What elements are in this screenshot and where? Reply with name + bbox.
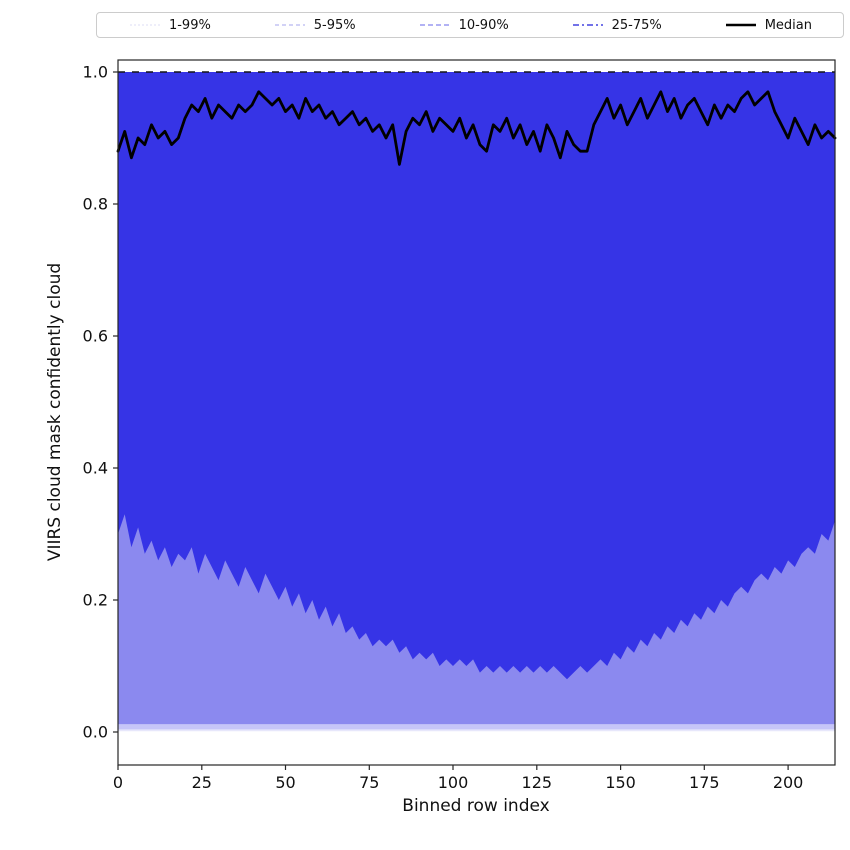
legend-label: 25-75% xyxy=(611,17,662,33)
legend-item-2: 10-90% xyxy=(418,19,509,32)
legend-label: 1-99% xyxy=(168,17,211,33)
legend-label: 5-95% xyxy=(313,17,356,33)
legend-line-sample-icon xyxy=(419,24,450,26)
x-tick-label: 25 xyxy=(192,773,212,792)
y-tick-label: 0.6 xyxy=(83,327,108,346)
legend-item-1: 5-95% xyxy=(273,19,356,32)
y-axis-label: VIIRS cloud mask confidently cloud xyxy=(45,262,65,562)
legend-label: Median xyxy=(764,17,813,33)
x-tick-label: 200 xyxy=(773,773,804,792)
legend-item-0: 1-99% xyxy=(128,19,211,32)
median-line xyxy=(116,90,837,166)
x-tick-label: 75 xyxy=(359,773,379,792)
x-tick-label: 100 xyxy=(438,773,469,792)
x-tick-label: 125 xyxy=(522,773,553,792)
y-tick-label: 0.2 xyxy=(83,591,108,610)
y-tick-label: 1.0 xyxy=(83,63,108,82)
y-tick-label: 0.0 xyxy=(83,723,108,742)
legend-line-sample-icon xyxy=(572,24,603,26)
x-tick-label: 175 xyxy=(689,773,720,792)
legend-label: 10-90% xyxy=(458,17,509,33)
legend-line-sample-icon xyxy=(725,23,756,27)
x-axis-label: Binned row index xyxy=(402,796,550,816)
legend-line-sample-icon xyxy=(274,24,305,26)
axes-spines xyxy=(117,59,836,766)
legend-line-sample-icon xyxy=(129,24,160,26)
x-tick-label: 50 xyxy=(275,773,295,792)
percentile-band-3 xyxy=(118,72,835,680)
y-tick-label: 0.4 xyxy=(83,459,108,478)
x-tick-label: 150 xyxy=(605,773,636,792)
legend-item-3: 25-75% xyxy=(571,19,662,32)
y-tick-label: 0.8 xyxy=(83,195,108,214)
legend-item-4: Median xyxy=(724,19,812,32)
legend: 1-99% 5-95% 10-90% 25-75% Median xyxy=(96,12,844,38)
x-tick-label: 0 xyxy=(113,773,123,792)
